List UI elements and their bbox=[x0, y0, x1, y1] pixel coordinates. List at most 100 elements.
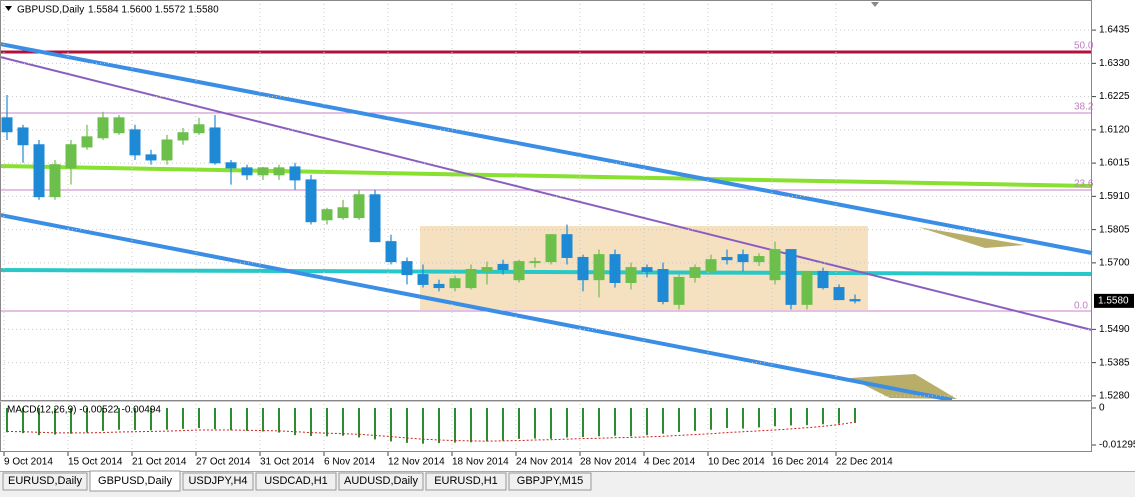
x-tick-label: 21 Oct 2014 bbox=[132, 457, 187, 468]
fibo-label: 50.0 bbox=[1074, 41, 1094, 52]
fibo-label: 38.2 bbox=[1074, 102, 1094, 113]
x-tick-label: 4 Dec 2014 bbox=[644, 457, 696, 468]
y-tick-label: 1.5385 bbox=[1099, 357, 1130, 368]
frame bbox=[0, 0, 1135, 472]
candle-body bbox=[401, 261, 413, 276]
shape bbox=[850, 374, 957, 399]
y-tick-label: 1.6330 bbox=[1099, 58, 1130, 69]
tab[interactable]: EURUSD,Daily bbox=[2, 472, 88, 491]
candle-body bbox=[65, 144, 77, 169]
tab-label[interactable]: EURUSD,H1 bbox=[434, 475, 498, 487]
candle-body bbox=[161, 139, 173, 161]
x-tick-label: 9 Oct 2014 bbox=[4, 457, 53, 468]
shift-marker bbox=[871, 2, 879, 7]
candle-body bbox=[1, 117, 13, 133]
tab-label[interactable]: USDCAD,H1 bbox=[264, 475, 328, 487]
candle-body bbox=[849, 299, 861, 302]
x-tick-label: 12 Nov 2014 bbox=[388, 457, 445, 468]
candle-body bbox=[801, 270, 813, 305]
candle-body bbox=[353, 194, 365, 219]
tab-label[interactable]: GBPUSD,Daily bbox=[98, 475, 172, 487]
tab-label[interactable]: GBPJPY,M15 bbox=[517, 475, 583, 487]
candle-body bbox=[625, 267, 637, 284]
candle-body bbox=[529, 261, 541, 264]
candle-body bbox=[497, 263, 509, 271]
channel-line bbox=[0, 213, 953, 402]
y-tick-label: -0.01295 bbox=[1099, 440, 1135, 451]
y-tick-label: 1.6225 bbox=[1099, 91, 1130, 102]
tab-label[interactable]: USDJPY,H4 bbox=[188, 475, 247, 487]
tab[interactable]: USDCAD,H1 bbox=[255, 472, 337, 491]
candle-body bbox=[97, 117, 109, 139]
x-tick-label: 24 Nov 2014 bbox=[516, 457, 573, 468]
tab-background[interactable] bbox=[89, 470, 181, 492]
x-tick-label: 10 Dec 2014 bbox=[708, 457, 765, 468]
candle-body bbox=[593, 254, 605, 281]
trend-line bbox=[0, 56, 1093, 331]
candle-body bbox=[193, 124, 205, 134]
x-tick-label: 28 Nov 2014 bbox=[580, 457, 637, 468]
x-tick-label: 16 Dec 2014 bbox=[772, 457, 829, 468]
ohlc-label: 1.5584 1.5600 1.5572 1.5580 bbox=[88, 5, 219, 16]
tab-background[interactable] bbox=[255, 472, 337, 491]
tab-background[interactable] bbox=[338, 472, 424, 491]
tab[interactable]: AUDUSD,Daily bbox=[338, 472, 424, 491]
candle-body bbox=[721, 256, 733, 261]
y-tick-label: 1.6015 bbox=[1099, 158, 1130, 169]
chart-border bbox=[0, 0, 1092, 452]
tab-label[interactable]: AUDUSD,Daily bbox=[344, 475, 418, 487]
candles bbox=[0, 0, 1092, 452]
macd-label: MACD(12,26,9) -0.00522 -0.00494 bbox=[7, 405, 161, 416]
candle-body bbox=[81, 136, 93, 148]
tab[interactable]: USDJPY,H4 bbox=[182, 472, 254, 491]
candle-body bbox=[641, 267, 653, 272]
current-price-label: 1.5580 bbox=[1098, 296, 1129, 307]
tab-background[interactable] bbox=[2, 472, 88, 491]
y-tick-label: 1.5805 bbox=[1099, 224, 1130, 235]
x-tick-label: 31 Oct 2014 bbox=[260, 457, 315, 468]
candle-body bbox=[561, 234, 573, 258]
candle-body bbox=[17, 127, 29, 146]
y-tick-label: 0 bbox=[1099, 403, 1105, 414]
tab-background[interactable] bbox=[182, 472, 254, 491]
candle-body bbox=[817, 270, 829, 289]
candle-body bbox=[209, 127, 221, 164]
candle-body bbox=[609, 254, 621, 284]
candle-body bbox=[545, 234, 557, 263]
channel-line bbox=[0, 42, 1093, 255]
candle-body bbox=[465, 269, 477, 289]
x-tick-label: 6 Nov 2014 bbox=[324, 457, 376, 468]
candle-body bbox=[833, 287, 845, 301]
tab[interactable]: EURUSD,H1 bbox=[425, 472, 507, 491]
tab-label[interactable]: EURUSD,Daily bbox=[8, 475, 82, 487]
candle-body bbox=[257, 167, 269, 176]
candle-body bbox=[145, 154, 157, 161]
candle-body bbox=[769, 249, 781, 281]
candle-body bbox=[113, 117, 125, 134]
candle-body bbox=[33, 144, 45, 198]
candle-body bbox=[481, 267, 493, 272]
signal-line bbox=[6, 421, 856, 442]
x-tick-label: 27 Oct 2014 bbox=[196, 457, 251, 468]
candle-body bbox=[449, 278, 461, 289]
tab[interactable]: GBPUSD,Daily bbox=[89, 470, 181, 492]
candle-body bbox=[289, 166, 301, 181]
y-tick-label: 1.5700 bbox=[1099, 258, 1130, 269]
tab-background[interactable] bbox=[508, 472, 592, 491]
x-tick-label: 22 Dec 2014 bbox=[836, 457, 893, 468]
candle-body bbox=[433, 283, 445, 289]
candle-body bbox=[177, 132, 189, 141]
x-tick-label: 18 Nov 2014 bbox=[452, 457, 509, 468]
y-tick-label: 1.5490 bbox=[1099, 324, 1130, 335]
fibo-label: 23.6 bbox=[1074, 179, 1094, 190]
chart-title: GBPUSD,Daily bbox=[17, 5, 84, 16]
candle-body bbox=[385, 241, 397, 263]
current-price-box bbox=[1094, 293, 1134, 308]
trend-line bbox=[0, 268, 1093, 276]
tab-background[interactable] bbox=[425, 472, 507, 491]
tab[interactable]: GBPJPY,M15 bbox=[508, 472, 592, 491]
candle-body bbox=[689, 267, 701, 278]
candle-body bbox=[129, 129, 141, 156]
menu-arrow[interactable] bbox=[5, 6, 12, 11]
